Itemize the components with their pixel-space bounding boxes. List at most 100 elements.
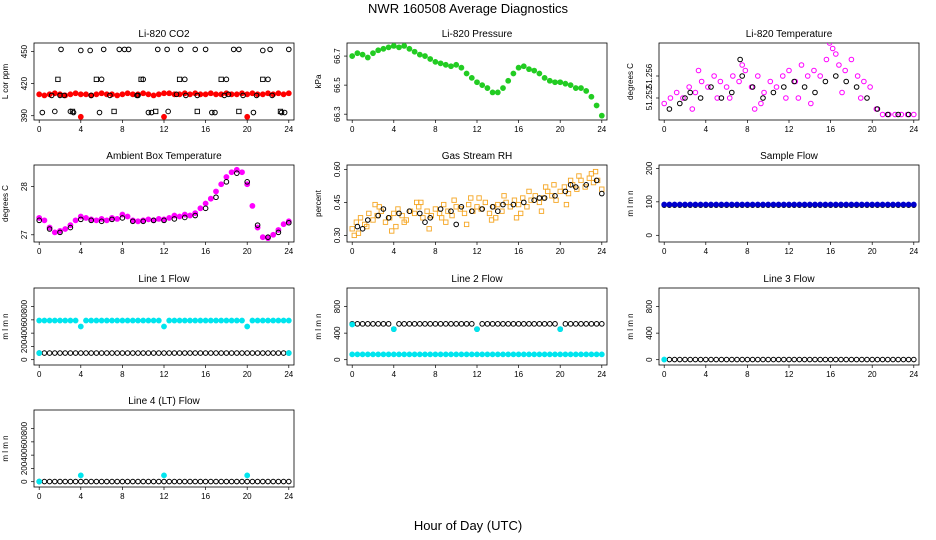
rh-points-point (567, 177, 574, 184)
y-tick-label: 400 (333, 326, 342, 340)
rh-points-point (436, 210, 443, 217)
sample-flow-avg-point (827, 201, 834, 208)
panel-ambient-temp: Ambient Box Temperature degrees C 0 4 8 12 16 2… (1, 151, 295, 256)
y-axis-label: degrees C (1, 185, 10, 222)
ambient-diag-point (88, 217, 94, 224)
panel-gas-rh: Gas Stream RH percent 0 4 8 12 16 20 24 0.30 0.45 0… (314, 151, 608, 256)
line4-black-point (41, 478, 48, 485)
x-tick-label: 12 (160, 370, 169, 379)
diagnostic-points-point (134, 92, 140, 99)
sample-flow-avg-point (780, 201, 787, 208)
sample-flow-avg-point (853, 201, 860, 208)
ambient-diag-point (265, 234, 271, 240)
ambient-curve-point (57, 228, 63, 234)
line4-black-point (249, 478, 256, 485)
rh-points-point (424, 208, 430, 214)
sample-flow-avg-point (754, 201, 761, 208)
line2-cyan-point (578, 351, 584, 358)
line2-cyan-point (349, 351, 356, 358)
scattered-lows-point (77, 113, 84, 120)
rh-points-point (438, 215, 445, 221)
line2-black-point (401, 321, 408, 327)
line1-cyan-point (265, 317, 271, 324)
x-tick-label: 8 (745, 247, 750, 256)
x-tick-label: 8 (120, 247, 125, 256)
ambient-diag-point (119, 215, 126, 221)
sample-flow-avg-point (687, 201, 694, 208)
sample-flow-avg-point (760, 201, 766, 208)
x-tick-label: 8 (120, 492, 125, 501)
line4-black-point (218, 478, 224, 485)
sample-flow-avg-point (890, 201, 896, 208)
line1-black-point (280, 350, 287, 356)
line1-cyan-point (72, 317, 79, 324)
sample-flow-avg-point (817, 201, 824, 208)
line2-cyan-high-point (349, 321, 356, 328)
y-tick-label: 800 (645, 299, 654, 313)
y-tick-label: 800 (333, 299, 342, 313)
ambient-curve-point (51, 229, 58, 236)
line2-black-point (443, 321, 449, 327)
ambient-curve-point (187, 212, 193, 219)
ambient-curve-point (93, 217, 100, 224)
pressure-curve-point (515, 64, 522, 71)
temp-points-point (826, 43, 833, 46)
line2-cyan-point (536, 351, 543, 358)
line4-black-point (124, 478, 131, 485)
rh-diag-point (531, 197, 538, 203)
ambient-diag-point (150, 217, 157, 224)
x-tick-label: 4 (392, 247, 397, 256)
line3-black-point (765, 356, 772, 363)
sample-flow-avg-point (734, 201, 740, 208)
x-tick-label: 24 (284, 370, 293, 379)
pressure-curve-point (427, 56, 434, 62)
diagnostic-points-point (121, 46, 128, 53)
line1-cyan-point (176, 317, 183, 324)
avg-points-point (161, 90, 167, 97)
sample-flow-avg-point (775, 201, 782, 208)
line1-cyan-point (171, 317, 178, 324)
line1-cyan-point (285, 317, 292, 324)
line1-cyan-point (140, 317, 147, 324)
rh-diag-point (489, 204, 496, 210)
line4-black-point (109, 478, 115, 485)
line2-cyan-point (442, 351, 449, 358)
pressure-curve-point (583, 88, 590, 94)
line3-black-point (791, 356, 798, 363)
rh-points-point (463, 221, 470, 228)
line2-black-point (354, 321, 361, 327)
rh-points-point (401, 219, 407, 225)
open-squares-point (176, 76, 183, 83)
line4-black-point (156, 478, 162, 485)
line2-black-point (359, 321, 366, 327)
sample-flow-avg-point (718, 201, 725, 208)
line1-cyan-point (109, 317, 115, 324)
plot-frame (33, 42, 295, 121)
panel-title: Li-820 Pressure (442, 29, 513, 40)
sample-flow-avg-point (708, 201, 714, 208)
line2-cyan-point (494, 351, 501, 358)
ambient-curve-point (249, 203, 256, 209)
diagnostic-points-point (182, 76, 188, 83)
line2-cyan-point (598, 351, 605, 358)
line1-black-point (244, 350, 250, 356)
line2-cyan-point (411, 351, 418, 358)
line2-cyan-point (458, 351, 465, 358)
avg-points-point (197, 91, 204, 98)
line1-black-point (249, 350, 256, 356)
y-axis-label: degrees C (626, 63, 635, 100)
line2-black-point (573, 321, 579, 327)
line1-black-point (176, 350, 183, 356)
rh-points-point (524, 204, 530, 210)
line2-black-point (547, 321, 553, 327)
pressure-curve-point (572, 85, 579, 91)
line1-black-point (166, 350, 172, 356)
x-tick-label: 0 (37, 370, 42, 379)
line1-cyan-point (41, 317, 48, 324)
temp-points-point (861, 78, 867, 85)
line3-black-point (838, 356, 844, 363)
rh-diag-point (422, 219, 428, 225)
diagnostic-points-point (154, 46, 161, 53)
line1-black-point (130, 350, 136, 356)
ambient-diag-point (244, 179, 250, 185)
